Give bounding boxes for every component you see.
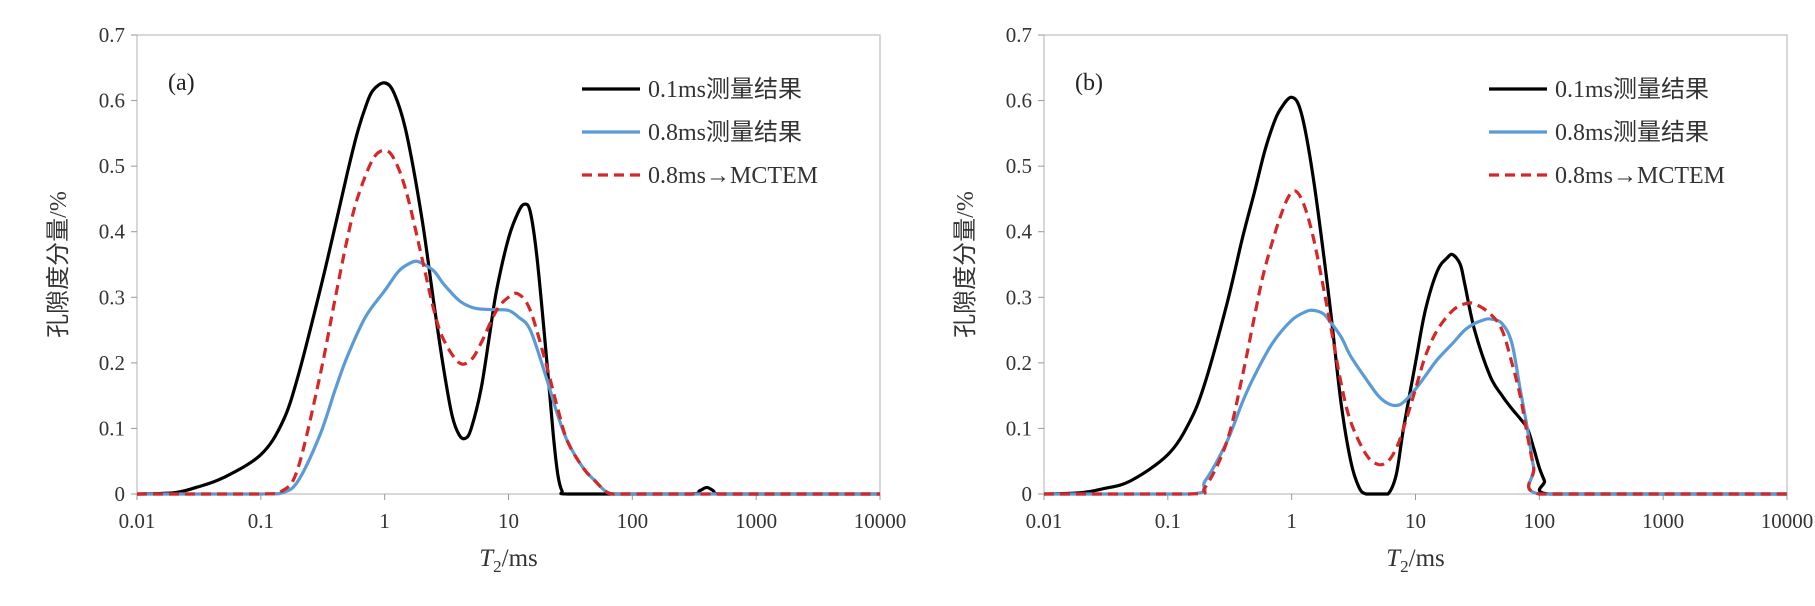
x-axis-label: T2/ms (1386, 545, 1445, 576)
x-tick-label: 10000 (854, 509, 907, 533)
plot-frame (1043, 34, 1788, 495)
y-tick-label: 0.1 (1006, 416, 1032, 440)
chart-b: 0 0.1 0.2 0.3 0.4 0.5 0.6 0.7 0.01 0.1 1 10 100 1000 1… (952, 23, 1814, 576)
y-tick-label: 0.3 (1006, 285, 1032, 309)
chart-a: 0 0.1 0.2 0.3 0.4 0.5 0.6 0.7 0.01 0.1 1 10 100 1000 1… (45, 23, 907, 576)
legend-label: 0.8ms测量结果 (648, 119, 802, 146)
y-tick-label: 0.5 (1006, 154, 1032, 178)
y-tick-label: 0.7 (99, 23, 125, 47)
x-tick-label: 0.01 (1026, 509, 1063, 533)
chart-panel-a: 0 0.1 0.2 0.3 0.4 0.5 0.6 0.7 0.01 0.1 1 10 100 1000 1… (0, 0, 907, 606)
x-tick-label: 10000 (1761, 509, 1814, 533)
series-line-2 (137, 148, 880, 496)
y-tick-label: 0.5 (99, 154, 125, 178)
y-axis-label: 孔隙度分量/% (45, 191, 72, 338)
legend-label: 0.8ms→MCTEM (648, 163, 818, 189)
x-tick-label: 10 (1405, 509, 1426, 533)
y-tick-label: 0.4 (1006, 220, 1033, 244)
panel-label: (b) (1075, 70, 1103, 96)
x-tick-label: 1 (379, 509, 390, 533)
x-tick-label: 0.1 (1155, 509, 1181, 533)
series-line-2 (1044, 189, 1787, 496)
panel-label: (a) (168, 70, 195, 96)
legend-label: 0.1ms测量结果 (648, 76, 802, 103)
plot-frame (136, 34, 881, 495)
y-tick-label: 0.2 (99, 351, 125, 375)
y-tick-label: 0.6 (99, 89, 125, 113)
chart-panel-b: 0 0.1 0.2 0.3 0.4 0.5 0.6 0.7 0.01 0.1 1 10 100 1000 1… (907, 0, 1814, 606)
x-tick-label: 1 (1286, 509, 1297, 533)
y-axis-label: 孔隙度分量/% (952, 191, 979, 338)
x-tick-label: 0.1 (248, 509, 274, 533)
x-tick-label: 100 (617, 509, 649, 533)
x-axis-label-unit: /ms (502, 545, 538, 572)
legend-label: 0.8ms测量结果 (1555, 119, 1709, 146)
y-tick-label: 0 (1022, 482, 1033, 506)
legend-label: 0.8ms→MCTEM (1555, 163, 1725, 189)
x-tick-label: 100 (1524, 509, 1556, 533)
y-tick-label: 0 (115, 482, 126, 506)
legend-label: 0.1ms测量结果 (1555, 76, 1709, 103)
y-tick-label: 0.7 (1006, 23, 1032, 47)
x-axis-label: T2/ms (479, 545, 538, 576)
x-tick-label: 10 (498, 509, 519, 533)
x-tick-label: 0.01 (119, 509, 156, 533)
y-tick-label: 0.4 (99, 220, 126, 244)
x-axis-label-main: T (479, 545, 495, 572)
y-tick-label: 0.6 (1006, 89, 1032, 113)
x-axis-label-sub: 2 (1400, 557, 1409, 576)
x-axis-label-unit: /ms (1409, 545, 1445, 572)
series-line-0 (1044, 95, 1787, 496)
y-tick-label: 0.2 (1006, 351, 1032, 375)
x-tick-label: 1000 (735, 509, 777, 533)
y-tick-label: 0.3 (99, 285, 125, 309)
x-axis-label-main: T (1386, 545, 1402, 572)
x-axis-label-sub: 2 (493, 557, 502, 576)
y-tick-label: 0.1 (99, 416, 125, 440)
x-tick-label: 1000 (1642, 509, 1684, 533)
